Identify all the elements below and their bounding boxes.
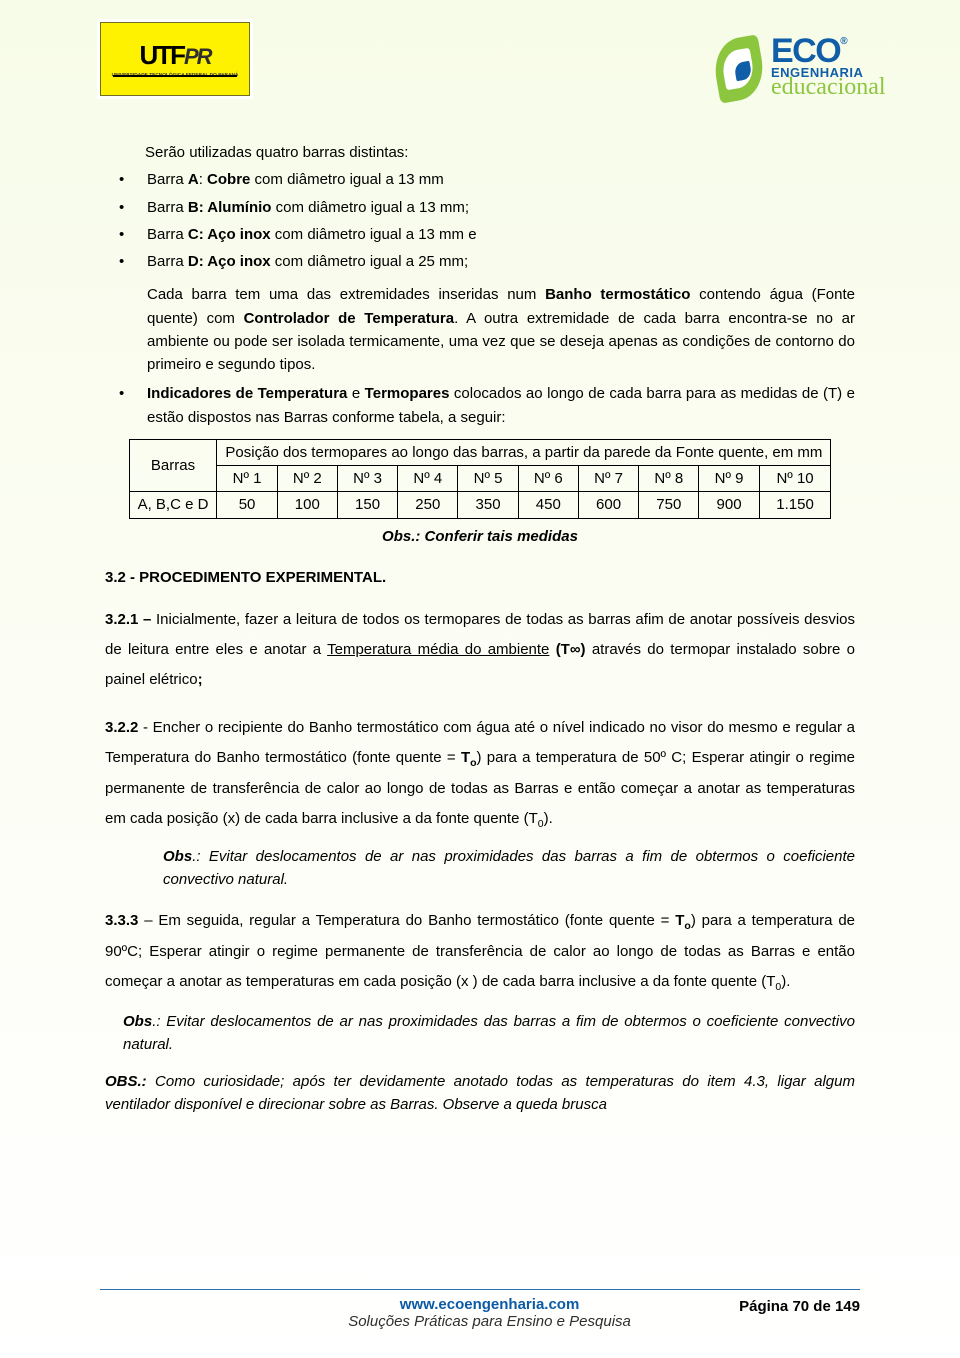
table-cell: 1.150 <box>759 492 831 518</box>
list-item: Barra A: Cobre com diâmetro igual a 13 m… <box>111 168 855 191</box>
table-row-label: A, B,C e D <box>129 492 217 518</box>
obs-step-322: Obs.: Evitar deslocamentos de ar nas pro… <box>105 845 855 892</box>
table-cell: 900 <box>699 492 759 518</box>
footer-page-number: Página 70 de 149 <box>739 1296 860 1330</box>
step-333: 3.3.3 – Em seguida, regular a Temperatur… <box>105 906 855 998</box>
table-cell: 50 <box>217 492 277 518</box>
section-title-procedimento: 3.2 - PROCEDIMENTO EXPERIMENTAL. <box>105 566 855 589</box>
step-number: 3.3.3 <box>105 912 144 929</box>
eco-word: ECO <box>771 32 840 70</box>
utfpr-logo-text: UTFPR <box>139 40 210 71</box>
table-col-header: Nº 1 <box>217 466 277 492</box>
table-cell: 750 <box>639 492 699 518</box>
table-cell: 350 <box>458 492 518 518</box>
table-row: A, B,C e D 50 100 150 250 350 450 600 75… <box>129 492 831 518</box>
table-cell: 600 <box>578 492 638 518</box>
indicadores-list: Indicadores de Temperatura e Termopares … <box>105 382 855 429</box>
list-item: Barra C: Aço inox com diâmetro igual a 1… <box>111 223 855 246</box>
table-span-header: Posição dos termopares ao longo das barr… <box>217 439 831 465</box>
step-number: 3.2.2 <box>105 719 143 736</box>
page-content: Serão utilizadas quatro barras distintas… <box>0 117 960 1117</box>
eco-logo-text: ECO® ENGENHARIA educacional <box>771 38 886 102</box>
page-footer: www.ecoengenharia.com Soluções Práticas … <box>100 1296 860 1330</box>
table-col-header: Nº 9 <box>699 466 759 492</box>
table-cell: 450 <box>518 492 578 518</box>
intro-line: Serão utilizadas quatro barras distintas… <box>105 141 855 164</box>
footer-slogan: Soluções Práticas para Ensino e Pesquisa <box>240 1313 739 1330</box>
step-321: 3.2.1 – Inicialmente, fazer a leitura de… <box>105 605 855 695</box>
table-row-header: Barras <box>129 439 217 492</box>
table-header-row: Nº 1 Nº 2 Nº 3 Nº 4 Nº 5 Nº 6 Nº 7 Nº 8 … <box>129 466 831 492</box>
footer-rule <box>100 1289 860 1290</box>
table-cell: 150 <box>337 492 397 518</box>
table-col-header: Nº 7 <box>578 466 638 492</box>
eco-registered-icon: ® <box>840 36 846 47</box>
document-page: UTFPR UNIVERSIDADE TECNOLÓGICA FEDERAL D… <box>0 0 960 1358</box>
list-item: Barra D: Aço inox com diâmetro igual a 2… <box>111 250 855 273</box>
utfpr-logo-bar <box>113 75 237 77</box>
table-col-header: Nº 4 <box>398 466 458 492</box>
table-col-header: Nº 3 <box>337 466 397 492</box>
table-col-header: Nº 2 <box>277 466 337 492</box>
paragraph-banho: Cada barra tem uma das extremidades inse… <box>105 283 855 376</box>
table-col-header: Nº 10 <box>759 466 831 492</box>
table-col-header: Nº 8 <box>639 466 699 492</box>
underline-temp-ambiente: Temperatura média do ambiente <box>327 641 549 658</box>
table-cell: 250 <box>398 492 458 518</box>
eco-leaf-icon <box>705 36 767 104</box>
footer-center: www.ecoengenharia.com Soluções Práticas … <box>240 1296 739 1330</box>
eco-script: educacional <box>771 74 886 101</box>
obs-final: OBS.: Como curiosidade; após ter devidam… <box>105 1070 855 1117</box>
obs-conferir: Obs.: Conferir tais medidas <box>105 525 855 548</box>
table-col-header: Nº 5 <box>458 466 518 492</box>
thermopares-table: Barras Posição dos termopares ao longo d… <box>129 439 832 519</box>
list-item: Indicadores de Temperatura e Termopares … <box>111 382 855 429</box>
page-header: UTFPR UNIVERSIDADE TECNOLÓGICA FEDERAL D… <box>0 0 960 117</box>
barras-list: Barra A: Cobre com diâmetro igual a 13 m… <box>105 168 855 273</box>
table-col-header: Nº 6 <box>518 466 578 492</box>
table-cell: 100 <box>277 492 337 518</box>
list-item: Barra B: Alumínio com diâmetro igual a 1… <box>111 196 855 219</box>
obs-step-333: Obs.: Evitar deslocamentos de ar nas pro… <box>105 1010 855 1057</box>
step-number: 3.2.1 – <box>105 611 156 628</box>
utfpr-logo: UTFPR UNIVERSIDADE TECNOLÓGICA FEDERAL D… <box>100 22 250 96</box>
step-322: 3.2.2 - Encher o recipiente do Banho ter… <box>105 713 855 835</box>
footer-site: www.ecoengenharia.com <box>240 1296 739 1313</box>
eco-logo: ECO® ENGENHARIA educacional <box>705 22 890 117</box>
